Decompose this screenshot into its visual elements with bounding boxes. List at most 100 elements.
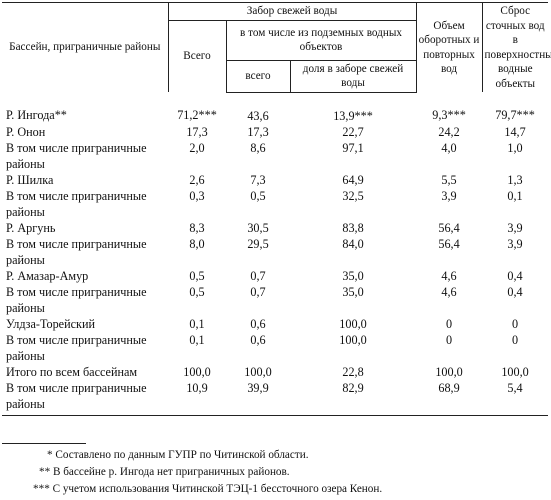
recycled-cell: 0 <box>445 332 453 347</box>
row-name-cell: В том числе приграничные районы <box>6 284 147 315</box>
row-name-cell: Улдза-Торейский <box>6 316 95 331</box>
table-row: В том числе приграничные районы 2,0 8,6 97,… <box>2 140 548 172</box>
underground-share-cell: 22,8 <box>342 364 364 379</box>
underground-total-cell: 17,3 <box>247 124 269 139</box>
underground-total-cell: 0,7 <box>250 268 266 283</box>
underground-share-cell: 64,9 <box>342 172 364 187</box>
header-recycled: Объем оборотных и повторных вод <box>416 2 483 92</box>
row-name-cell: Р. Ингода** <box>6 108 67 122</box>
footnote-divider <box>2 443 86 444</box>
recycled-cell: 5,5 <box>441 172 457 187</box>
underground-total-cell: 0,6 <box>250 332 266 347</box>
recycled-cell: 4,6 <box>441 284 457 299</box>
discharge-cell: 0,1 <box>507 188 523 203</box>
recycled-cell: 24,2 <box>438 124 460 139</box>
row-name-cell: Р. Шилка <box>6 172 54 187</box>
underground-share-cell: 100,0 <box>339 316 367 331</box>
underground-share-cell: 13,9*** <box>333 108 373 123</box>
discharge-cell: 0 <box>511 316 519 331</box>
header-basin: Бассейн, приграничные районы <box>2 2 169 92</box>
total-cell: 0,1 <box>189 316 205 331</box>
underground-total-cell: 30,5 <box>247 220 269 235</box>
table-row: Р. Онон 17,3 17,3 22,7 24,2 14,7 <box>2 124 548 140</box>
underground-share-cell: 22,7 <box>342 124 364 139</box>
footnote-1: * Составлено по данным ГУПР по Читинской… <box>47 449 309 461</box>
row-name-cell: Р. Амазар-Амур <box>6 268 89 283</box>
recycled-cell: 3,9 <box>441 188 457 203</box>
table-row: Р. Шилка 2,6 7,3 64,9 5,5 1,3 <box>2 172 548 188</box>
underground-total-cell: 7,3 <box>250 172 266 187</box>
row-name-cell: В том числе приграничные районы <box>6 332 147 363</box>
table-row: Р. Ингода** 71,2*** 43,6 13,9*** 9,3*** 79,7*… <box>2 92 548 124</box>
row-name-cell: В том числе приграничные районы <box>2 379 168 416</box>
recycled-cell: 56,4 <box>438 220 460 235</box>
underground-share-cell: 32,5 <box>342 188 364 203</box>
total-cell: 71,2*** <box>177 108 217 122</box>
underground-share-cell: 35,0 <box>342 284 364 299</box>
table-row: Улдза-Торейский 0,1 0,6 100,0 0 0 <box>2 316 548 332</box>
discharge-cell: 14,7 <box>504 124 526 139</box>
table-row: В том числе приграничные районы 8,0 29,5 84… <box>2 236 548 268</box>
underground-total-cell: 0,5 <box>250 188 266 203</box>
total-cell: 0,1 <box>189 332 205 347</box>
row-name-cell: В том числе приграничные районы <box>6 140 147 171</box>
table-row: В том числе приграничные районы 0,5 0,7 35,… <box>2 284 548 316</box>
underground-total-cell: 0,7 <box>250 284 266 299</box>
recycled-cell: 4,0 <box>441 140 457 155</box>
table-row: Р. Аргунь 8,3 30,5 83,8 56,4 3,9 <box>2 220 548 236</box>
discharge-cell: 1,0 <box>507 140 523 155</box>
total-cell: 2,6 <box>189 172 205 187</box>
underground-total-cell: 29,5 <box>247 236 269 251</box>
header-total: Всего <box>168 20 227 92</box>
underground-total-cell: 39,9 <box>226 379 290 416</box>
total-cell: 10,9 <box>168 379 226 416</box>
total-cell: 8,0 <box>189 236 205 251</box>
total-cell: 100,0 <box>183 364 211 379</box>
footnote-2: ** В бассейне р. Ингода нет приграничных… <box>39 466 290 478</box>
underground-total-cell: 8,6 <box>250 140 266 155</box>
table-body: Р. Ингода** 71,2*** 43,6 13,9*** 9,3*** 79,7*… <box>2 92 549 416</box>
discharge-cell: 0,4 <box>507 268 523 283</box>
total-cell: 0,5 <box>189 268 205 283</box>
underground-share-cell: 35,0 <box>342 268 364 283</box>
recycled-cell: 9,3*** <box>432 108 466 122</box>
recycled-cell: 4,6 <box>441 268 457 283</box>
header-fresh-intake: Забор свежей воды <box>168 2 417 21</box>
underground-share-cell: 100,0 <box>339 332 367 347</box>
table-row: В том числе приграничные районы 0,1 0,6 100… <box>2 332 548 364</box>
discharge-cell: 0 <box>511 332 519 347</box>
recycled-cell: 100,0 <box>435 364 463 379</box>
total-cell: 0,3 <box>189 188 205 203</box>
row-name-cell: Р. Аргунь <box>6 220 56 235</box>
header-underground-total: всего <box>226 60 291 93</box>
footnotes: * Составлено по данным ГУПР по Читинской… <box>0 443 551 498</box>
total-cell: 2,0 <box>189 140 205 155</box>
total-cell: 17,3 <box>186 124 208 139</box>
discharge-cell: 79,7*** <box>495 108 535 122</box>
discharge-cell: 0,4 <box>507 284 523 299</box>
discharge-cell: 3,9 <box>507 236 523 251</box>
row-name-cell: Итого по всем бассейнам <box>6 364 138 379</box>
underground-share-cell: 97,1 <box>342 140 364 155</box>
discharge-cell: 1,3 <box>507 172 523 187</box>
table-row: Итого по всем бассейнам 100,0 100,0 22,8 100… <box>2 364 548 380</box>
table-row: Р. Амазар-Амур 0,5 0,7 35,0 4,6 0,4 <box>2 268 548 284</box>
header-underground: в том числе из подземных водных объектов <box>226 20 417 61</box>
table-header: Бассейн, приграничные районы Забор свеже… <box>2 2 551 93</box>
recycled-cell: 0 <box>445 316 453 331</box>
table-row: В том числе приграничные районы 10,9 39,9 8… <box>2 379 549 416</box>
discharge-cell: 100,0 <box>501 364 529 379</box>
underground-total-cell: 0,6 <box>250 316 266 331</box>
discharge-cell: 5,4 <box>482 379 549 416</box>
recycled-cell: 68,9 <box>416 379 483 416</box>
total-cell: 0,5 <box>189 284 205 299</box>
recycled-cell: 56,4 <box>438 236 460 251</box>
total-cell: 8,3 <box>189 220 205 235</box>
row-name-cell: В том числе приграничные районы <box>6 236 147 267</box>
underground-share-cell: 83,8 <box>342 220 364 235</box>
table-row: В том числе приграничные районы 0,3 0,5 32,… <box>2 188 548 220</box>
underground-total-cell: 43,6 <box>247 108 269 123</box>
discharge-cell: 3,9 <box>507 220 523 235</box>
footnote-3: *** С учетом использования Читинской ТЭЦ… <box>33 483 383 495</box>
